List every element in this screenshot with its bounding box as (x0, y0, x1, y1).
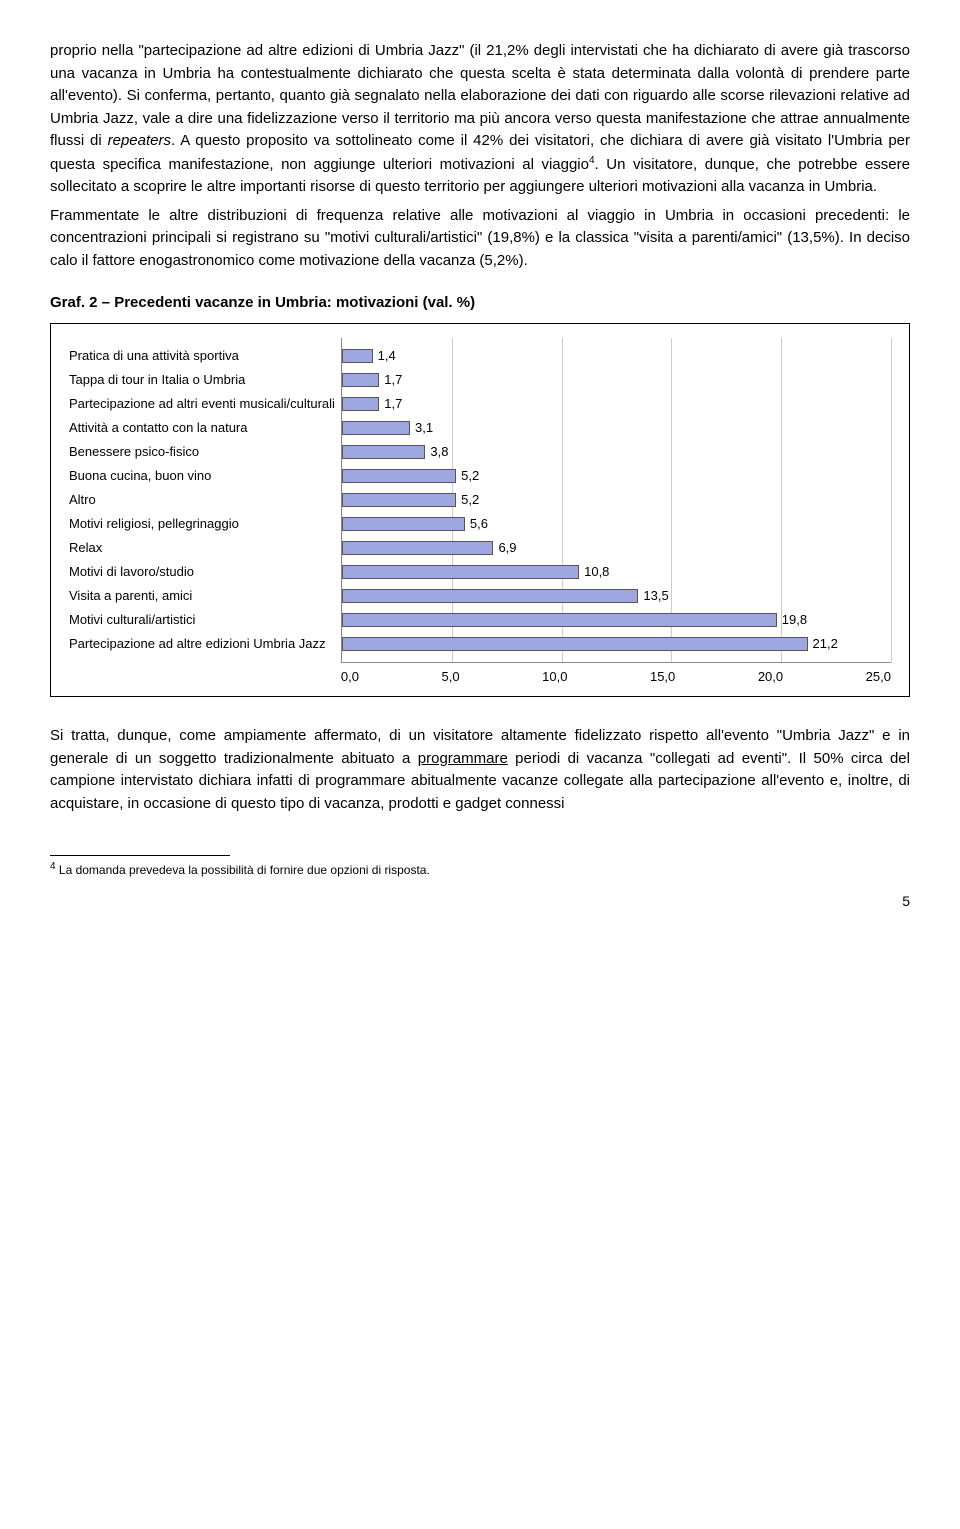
chart-bar (342, 541, 494, 555)
chart-bar (342, 397, 379, 411)
chart-category-label: Altro (69, 490, 102, 510)
chart-bars: 1,4 1,7 1,7 3,1 3,8 5,2 5,2 5,6 6,9 10,8 13,5 19,8 2… (342, 338, 891, 662)
chart-value-label: 3,8 (430, 442, 448, 462)
chart-category-label: Attività a contatto con la natura (69, 418, 254, 438)
chart-value-label: 5,6 (470, 514, 488, 534)
chart-category-label: Motivi religiosi, pellegrinaggio (69, 514, 245, 534)
chart-category-label: Pratica di una attività sportiva (69, 346, 245, 366)
chart-container: Pratica di una attività sportiva Tappa di… (50, 323, 910, 698)
chart-category-label: Tappa di tour in Italia o Umbria (69, 370, 251, 390)
footnote-separator (50, 855, 230, 856)
chart-value-label: 1,4 (378, 346, 396, 366)
chart-plot-area: 1,4 1,7 1,7 3,1 3,8 5,2 5,2 5,6 6,9 10,8 13,5 19,8 2… (341, 338, 891, 663)
footnote-text: La domanda prevedeva la possibilità di f… (56, 863, 430, 877)
chart-bar (342, 349, 373, 363)
chart-category-label: Partecipazione ad altri eventi musicali/… (69, 394, 341, 414)
chart-value-label: 5,2 (461, 466, 479, 486)
chart-bar (342, 613, 777, 627)
xaxis-tick-label: 25,0 (866, 667, 891, 687)
text-underline: programmare (418, 750, 508, 767)
chart-value-label: 10,8 (584, 562, 609, 582)
chart-bar (342, 637, 808, 651)
chart-bar (342, 517, 465, 531)
chart-xaxis: 0,0 5,0 10,0 15,0 20,0 25,0 (341, 663, 891, 687)
chart-bar (342, 493, 456, 507)
page-number: 5 (50, 891, 910, 912)
chart-labels-column: Pratica di una attività sportiva Tappa di… (69, 338, 341, 663)
chart-value-label: 19,8 (782, 610, 807, 630)
chart-value-label: 1,7 (384, 394, 402, 414)
chart-category-label: Buona cucina, buon vino (69, 466, 217, 486)
chart-value-label: 3,1 (415, 418, 433, 438)
chart-category-label: Motivi culturali/artistici (69, 610, 201, 630)
chart-value-label: 6,9 (498, 538, 516, 558)
footnote: 4 La domanda prevedeva la possibilità di… (50, 860, 910, 879)
chart-bar (342, 373, 379, 387)
body-paragraph-3: Si tratta, dunque, come ampiamente affer… (50, 725, 910, 815)
xaxis-tick-label: 10,0 (542, 667, 567, 687)
chart-category-label: Motivi di lavoro/studio (69, 562, 200, 582)
chart-bar (342, 445, 425, 459)
body-paragraph-2: Frammentate le altre distribuzioni di fr… (50, 205, 910, 273)
chart-value-label: 5,2 (461, 490, 479, 510)
body-paragraph-1: proprio nella "partecipazione ad altre e… (50, 40, 910, 199)
chart-value-label: 21,2 (813, 634, 838, 654)
xaxis-spacer (69, 663, 341, 687)
xaxis-tick-label: 15,0 (650, 667, 675, 687)
chart-category-label: Partecipazione ad altre edizioni Umbria … (69, 634, 332, 654)
xaxis-tick-label: 0,0 (341, 667, 359, 687)
chart-category-label: Visita a parenti, amici (69, 586, 198, 606)
chart-category-label: Relax (69, 538, 108, 558)
chart-bar (342, 421, 410, 435)
chart-value-label: 1,7 (384, 370, 402, 390)
chart-bar (342, 565, 579, 579)
chart-bar (342, 469, 456, 483)
xaxis-tick-label: 20,0 (758, 667, 783, 687)
text-emphasis: repeaters (108, 132, 171, 149)
chart-title: Graf. 2 – Precedenti vacanze in Umbria: … (50, 292, 910, 315)
chart-value-label: 13,5 (643, 586, 668, 606)
chart-bar (342, 589, 639, 603)
chart-category-label: Benessere psico-fisico (69, 442, 205, 462)
xaxis-tick-label: 5,0 (442, 667, 460, 687)
